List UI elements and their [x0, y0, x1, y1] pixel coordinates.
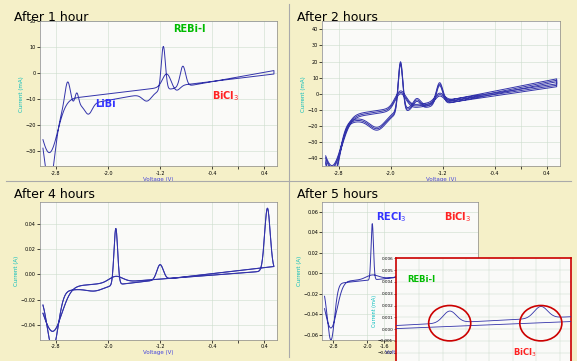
Text: REBi-I: REBi-I [173, 24, 205, 34]
Text: LiBi: LiBi [95, 99, 115, 109]
Text: After 4 hours: After 4 hours [14, 188, 95, 201]
Text: REBi-I: REBi-I [407, 275, 436, 284]
Text: After 2 hours: After 2 hours [297, 11, 378, 24]
Text: BiCl$_3$: BiCl$_3$ [444, 210, 471, 224]
Y-axis label: Current (A): Current (A) [14, 256, 19, 286]
X-axis label: Voltage (V): Voltage (V) [426, 177, 456, 182]
Y-axis label: Current (mA): Current (mA) [19, 76, 24, 112]
Y-axis label: Current (mA): Current (mA) [372, 295, 377, 327]
Text: BiCl$_3$: BiCl$_3$ [212, 89, 239, 103]
Text: BiCl$_3$: BiCl$_3$ [513, 346, 537, 358]
X-axis label: Voltage (V): Voltage (V) [143, 350, 174, 355]
X-axis label: Voltage (V): Voltage (V) [385, 350, 415, 355]
Text: RECl$_3$: RECl$_3$ [376, 210, 406, 224]
Text: After 5 hours: After 5 hours [297, 188, 378, 201]
Y-axis label: Current (A): Current (A) [297, 256, 302, 286]
Text: After 1 hour: After 1 hour [14, 11, 89, 24]
X-axis label: Voltage (V): Voltage (V) [143, 177, 174, 182]
Y-axis label: Current (mA): Current (mA) [302, 76, 306, 112]
